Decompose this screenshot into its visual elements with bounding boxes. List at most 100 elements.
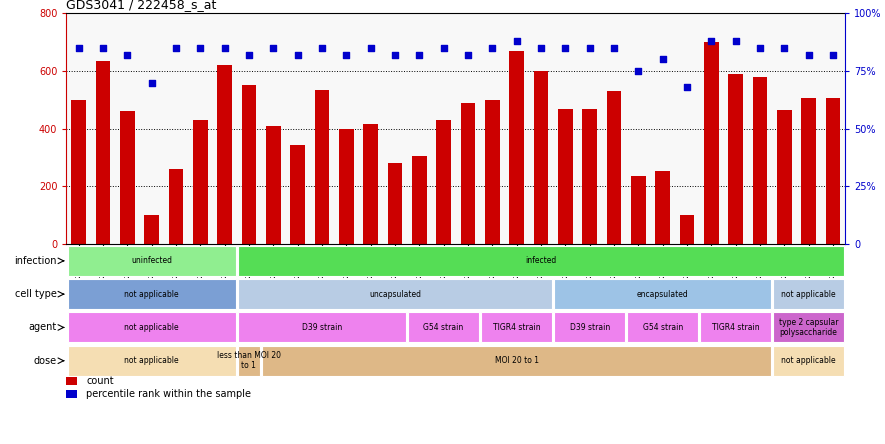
Bar — [554, 313, 625, 342]
Bar — [412, 156, 427, 244]
Bar — [66, 390, 78, 398]
Bar — [773, 313, 844, 342]
Point — [753, 44, 767, 52]
Point — [144, 79, 158, 86]
Point — [120, 52, 135, 59]
Text: cell type: cell type — [15, 289, 57, 299]
Text: D39 strain: D39 strain — [570, 323, 610, 332]
Point — [412, 52, 427, 59]
Bar — [680, 215, 695, 244]
Bar — [388, 163, 402, 244]
Bar — [290, 145, 304, 244]
Text: MOI 20 to 1: MOI 20 to 1 — [495, 356, 539, 365]
Bar — [752, 77, 767, 244]
Point — [704, 37, 719, 44]
Point — [656, 56, 670, 63]
Text: not applicable: not applicable — [781, 356, 836, 365]
Point — [534, 44, 548, 52]
Point — [558, 44, 573, 52]
Bar — [339, 129, 353, 244]
Bar — [408, 313, 479, 342]
Bar — [96, 61, 110, 244]
Text: not applicable: not applicable — [781, 289, 836, 299]
Point — [218, 44, 232, 52]
Bar — [704, 42, 719, 244]
Text: TIGR4 strain: TIGR4 strain — [493, 323, 541, 332]
Bar — [315, 90, 329, 244]
Point — [802, 52, 816, 59]
Bar — [607, 91, 621, 244]
Text: count: count — [87, 376, 114, 385]
Text: agent: agent — [28, 322, 57, 333]
Bar — [119, 111, 135, 244]
Bar — [655, 170, 670, 244]
Text: infected: infected — [526, 256, 557, 266]
Bar — [266, 126, 281, 244]
Point — [193, 44, 207, 52]
Bar — [728, 74, 743, 244]
Bar — [238, 313, 406, 342]
Point — [680, 83, 694, 91]
Bar — [627, 313, 698, 342]
Bar — [218, 65, 232, 244]
Bar — [777, 110, 792, 244]
Bar — [485, 100, 499, 244]
Text: GDS3041 / 222458_s_at: GDS3041 / 222458_s_at — [66, 0, 217, 11]
Bar — [67, 313, 235, 342]
Bar — [193, 120, 207, 244]
Bar — [238, 346, 260, 376]
Point — [290, 52, 304, 59]
Bar — [826, 99, 841, 244]
Text: type 2 capsular
polysaccharide: type 2 capsular polysaccharide — [779, 318, 838, 337]
Text: encapsulated: encapsulated — [637, 289, 689, 299]
Bar — [582, 109, 596, 244]
Bar — [460, 103, 475, 244]
Point — [826, 52, 840, 59]
Bar — [700, 313, 771, 342]
Bar — [67, 346, 235, 376]
Point — [266, 44, 281, 52]
Text: not applicable: not applicable — [124, 289, 179, 299]
Point — [631, 67, 645, 75]
Bar — [554, 279, 771, 309]
Bar — [802, 99, 816, 244]
Text: percentile rank within the sample: percentile rank within the sample — [87, 389, 251, 399]
Bar — [773, 279, 844, 309]
Text: uninfected: uninfected — [131, 256, 172, 266]
Bar — [631, 176, 646, 244]
Point — [339, 52, 353, 59]
Point — [388, 52, 402, 59]
Point — [436, 44, 450, 52]
Bar — [238, 246, 844, 276]
Point — [728, 37, 743, 44]
Text: G54 strain: G54 strain — [424, 323, 464, 332]
Point — [510, 37, 524, 44]
Bar — [534, 71, 549, 244]
Text: not applicable: not applicable — [124, 356, 179, 365]
Bar — [481, 313, 552, 342]
Bar — [168, 169, 183, 244]
Bar — [67, 246, 235, 276]
Point — [315, 44, 329, 52]
Text: uncapsulated: uncapsulated — [369, 289, 421, 299]
Point — [582, 44, 596, 52]
Text: infection: infection — [14, 256, 57, 266]
Bar — [72, 100, 86, 244]
Bar — [66, 377, 78, 385]
Bar — [67, 279, 235, 309]
Text: G54 strain: G54 strain — [643, 323, 682, 332]
Text: D39 strain: D39 strain — [302, 323, 342, 332]
Bar — [262, 346, 771, 376]
Point — [777, 44, 791, 52]
Point — [72, 44, 86, 52]
Point — [242, 52, 256, 59]
Point — [96, 44, 110, 52]
Text: less than MOI 20
to 1: less than MOI 20 to 1 — [217, 351, 281, 370]
Point — [364, 44, 378, 52]
Text: dose: dose — [34, 356, 57, 366]
Bar — [773, 346, 844, 376]
Bar — [509, 51, 524, 244]
Bar — [558, 109, 573, 244]
Bar — [242, 85, 257, 244]
Bar — [363, 124, 378, 244]
